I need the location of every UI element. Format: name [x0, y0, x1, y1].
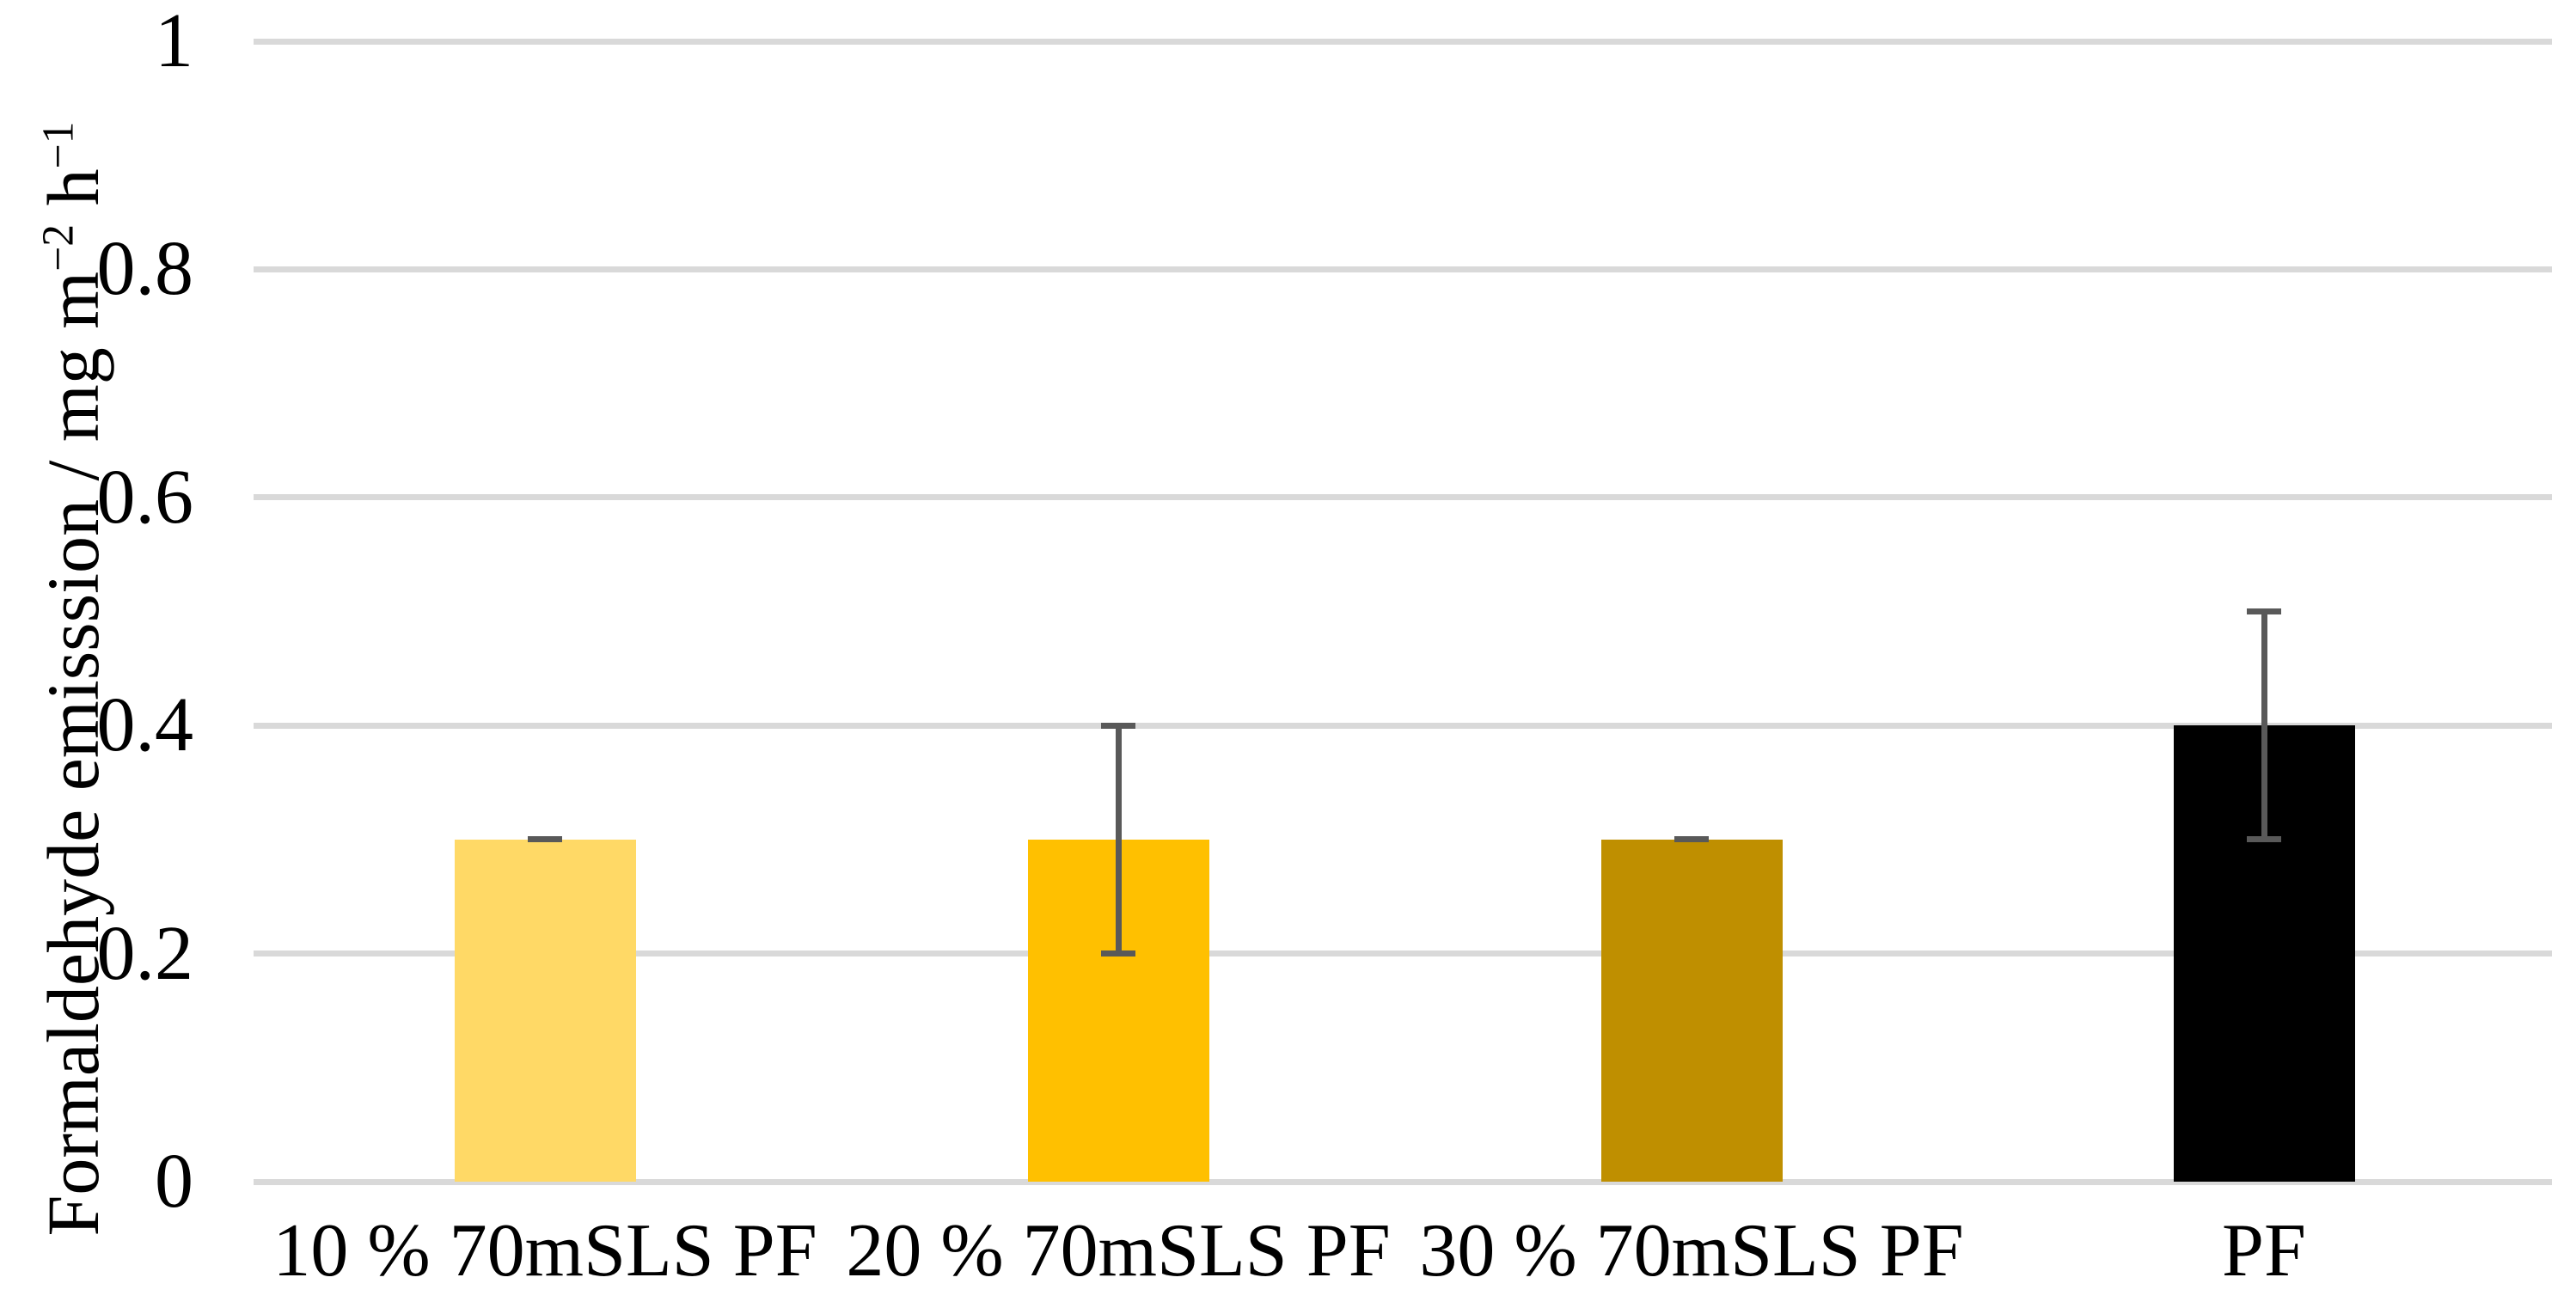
category-label-10pct-70mSLS-PF: 10 % 70mSLS PF	[272, 1209, 817, 1293]
gridline	[254, 722, 2552, 729]
x-axis-line	[254, 1178, 2552, 1185]
y-tick-label-0.2: 0.2	[96, 910, 194, 996]
error-bar-whisker-PF	[2261, 611, 2267, 840]
error-bar-cap-bottom-30 % 70mSLS PF	[1674, 836, 1709, 843]
y-tick-label-0.8: 0.8	[96, 226, 194, 312]
category-label-20pct-70mSLS-PF: 20 % 70mSLS PF	[846, 1209, 1391, 1293]
error-bar-cap-bottom-PF	[2247, 836, 2281, 843]
category-label-30pct-70mSLS-PF: 30 % 70mSLS PF	[1419, 1209, 1964, 1293]
error-bar-cap-bottom-10 % 70mSLS PF	[528, 836, 562, 843]
error-bar-cap-bottom-20 % 70mSLS PF	[1101, 950, 1135, 957]
error-bar-whisker-20 % 70mSLS PF	[1115, 725, 1122, 954]
category-label-PF: PF	[2222, 1209, 2306, 1293]
y-tick-label-1: 1	[155, 0, 193, 83]
gridline	[254, 950, 2552, 957]
error-bar-cap-top-20 % 70mSLS PF	[1101, 722, 1135, 729]
error-bar-cap-top-PF	[2247, 608, 2281, 614]
gridline	[254, 494, 2552, 501]
gridline	[254, 38, 2552, 45]
y-tick-label-0: 0	[155, 1139, 193, 1224]
y-tick-label-0.6: 0.6	[96, 454, 194, 540]
bar-30 % 70mSLS PF	[1600, 839, 1783, 1182]
gridline	[254, 266, 2552, 272]
bar-10 % 70mSLS PF	[454, 839, 636, 1182]
y-tick-label-0.4: 0.4	[96, 682, 194, 768]
